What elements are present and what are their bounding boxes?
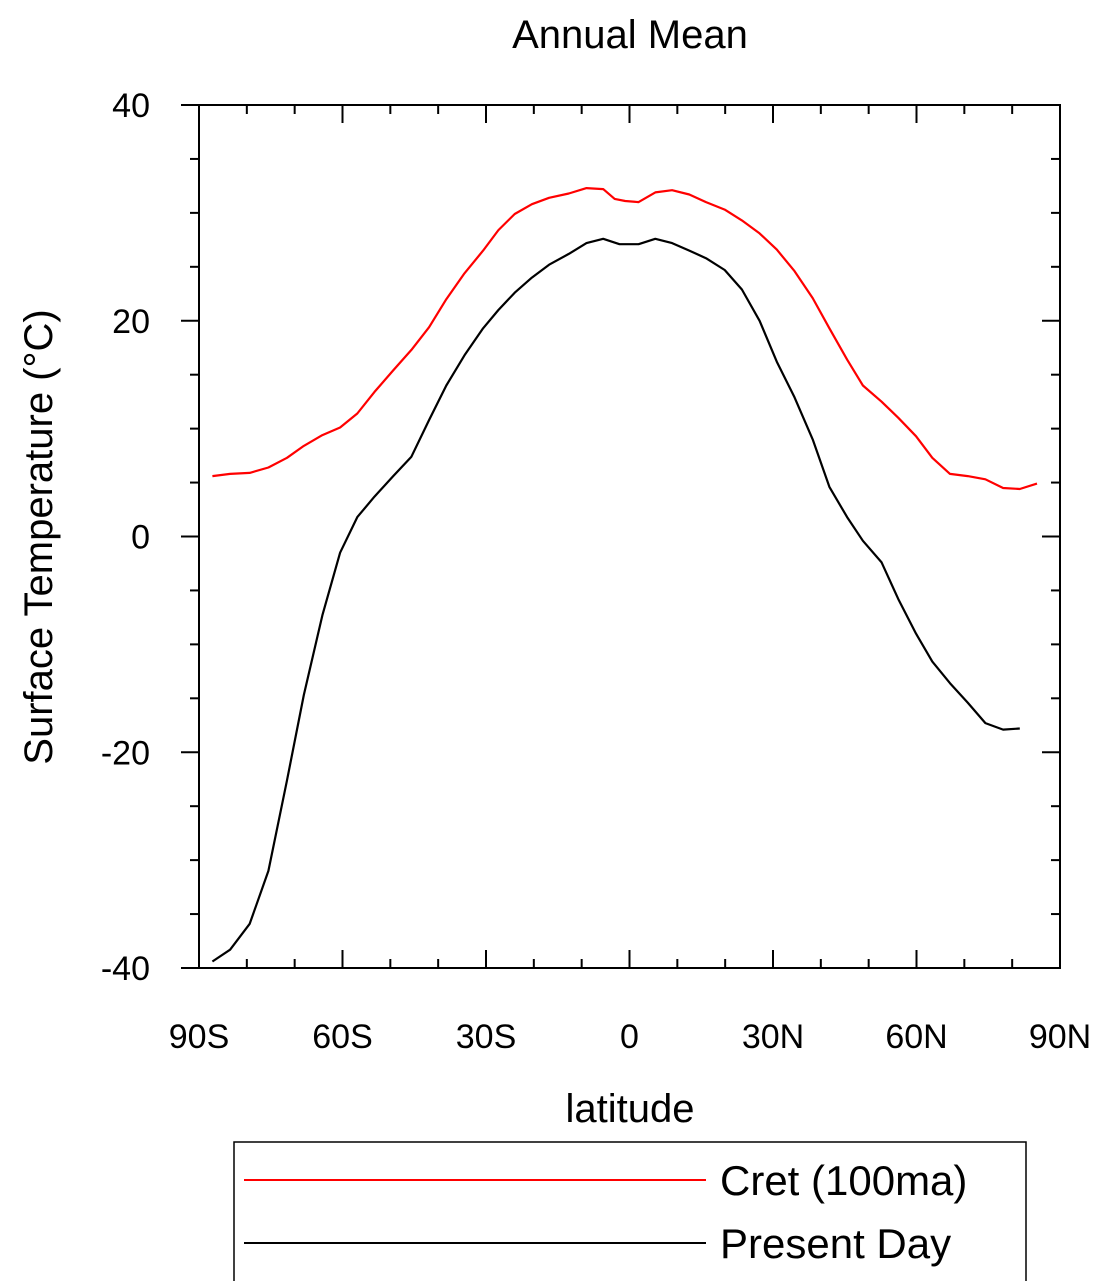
series-line-present-day <box>211 237 1020 963</box>
x-tick-label: 0 <box>620 1018 639 1056</box>
y-tick-label: -40 <box>101 950 150 988</box>
chart-title: Annual Mean <box>512 13 748 57</box>
x-tick-label: 60S <box>312 1018 373 1056</box>
axis-ticks <box>181 104 1061 969</box>
y-tick-label: 20 <box>112 303 150 341</box>
plot-frame <box>198 104 1061 969</box>
x-tick-label: 90N <box>1029 1018 1091 1056</box>
x-tick-label: 30S <box>456 1018 517 1056</box>
y-tick-label: -20 <box>101 734 150 772</box>
tick-labels: 90S 60S 30S 0 30N 60N 90N 40 20 0 -20 -40 <box>101 87 1091 1056</box>
data-series <box>211 187 1038 963</box>
legend-box <box>233 1141 1027 1281</box>
x-axis-title: latitude <box>566 1087 695 1131</box>
y-tick-label: 0 <box>131 519 150 557</box>
y-axis-title: Surface Temperature (°C) <box>17 309 61 764</box>
x-tick-label: 30N <box>742 1018 804 1056</box>
legend-label-cret: Cret (100ma) <box>720 1157 967 1204</box>
x-tick-label: 60N <box>885 1018 947 1056</box>
series-line-cret-100ma <box>212 187 1038 491</box>
y-tick-label: 40 <box>112 87 150 125</box>
legend: Cret (100ma) Present Day <box>233 1141 1027 1281</box>
x-tick-label: 90S <box>169 1018 230 1056</box>
legend-label-present-day: Present Day <box>720 1220 951 1267</box>
